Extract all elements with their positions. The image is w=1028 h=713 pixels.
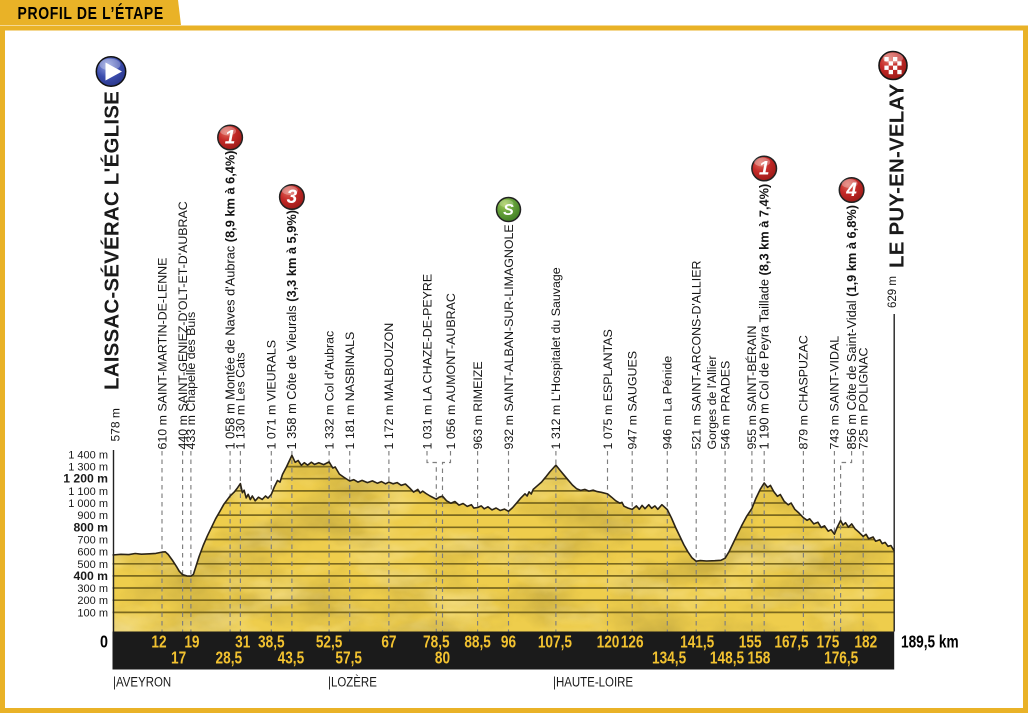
svg-text:440 m SAINT-GENIEZ-D'OLT-ET-D': 440 m SAINT-GENIEZ-D'OLT-ET-D'AUBRAC [176,201,190,449]
svg-text:126: 126 [621,633,644,652]
svg-text:141,5: 141,5 [680,633,714,652]
svg-text:546 m PRADES: 546 m PRADES [718,361,732,450]
svg-text:500 m: 500 m [77,559,108,571]
svg-text:LAISSAC-SÉVÉRAC L'ÉGLISE: LAISSAC-SÉVÉRAC L'ÉGLISE [101,91,124,390]
svg-text:1 400 m: 1 400 m [68,449,108,461]
svg-text:1 190 m Col de Peyra Taillade: 1 190 m Col de Peyra Taillade (8,3 km à … [757,184,772,450]
svg-text:175: 175 [817,633,840,652]
svg-text:189,5 km: 189,5 km [901,633,959,652]
svg-text:300 m: 300 m [77,583,108,595]
svg-text:955 m SAINT-BÉRAIN: 955 m SAINT-BÉRAIN [744,326,759,450]
svg-text:1 358 m Côte de Vieurals (3,3: 1 358 m Côte de Vieurals (3,3 km à 5,9%) [284,210,299,450]
svg-text:1: 1 [225,128,236,149]
svg-text:521 m SAINT-ARCONS-D'ALLIER: 521 m SAINT-ARCONS-D'ALLIER [690,260,704,449]
svg-text:1 312 m L'Hospitalet du Sauvag: 1 312 m L'Hospitalet du Sauvage [549,267,563,449]
svg-text:1 071 m VIEURALS: 1 071 m VIEURALS [265,340,279,450]
svg-text:1 130 m Les Cats: 1 130 m Les Cats [234,352,248,449]
svg-text:1 100 m: 1 100 m [68,486,108,498]
svg-text:155: 155 [739,633,762,652]
svg-text:31: 31 [235,633,250,652]
svg-text:610 m SAINT-MARTIN-DE-LENNE: 610 m SAINT-MARTIN-DE-LENNE [155,258,169,450]
svg-text:1 056 m AUMONT-AUBRAC: 1 056 m AUMONT-AUBRAC [444,293,458,449]
svg-text:200 m: 200 m [77,595,108,607]
svg-text:S: S [503,202,514,219]
svg-text:17: 17 [171,649,186,668]
svg-text:LE PUY-EN-VELAY: LE PUY-EN-VELAY [886,83,909,268]
svg-text:|LOZÈRE: |LOZÈRE [328,674,377,690]
svg-text:1 332 m Col d'Aubrac: 1 332 m Col d'Aubrac [322,331,336,450]
svg-text:148,5: 148,5 [710,649,744,668]
svg-text:176,5: 176,5 [824,649,858,668]
svg-text:946 m La Pénide: 946 m La Pénide [661,356,675,450]
svg-text:158: 158 [748,649,771,668]
svg-text:167,5: 167,5 [774,633,808,652]
svg-text:78,5: 78,5 [423,633,450,652]
svg-text:134,5: 134,5 [652,649,686,668]
svg-text:|AVEYRON: |AVEYRON [113,675,171,690]
svg-text:1 172 m MALBOUZON: 1 172 m MALBOUZON [382,323,396,450]
svg-text:3: 3 [287,187,298,208]
svg-text:963 m RIMEIZE: 963 m RIMEIZE [471,361,485,449]
svg-text:743 m SAINT-VIDAL: 743 m SAINT-VIDAL [828,336,842,450]
svg-text:52,5: 52,5 [316,633,343,652]
svg-text:856 m Côte de Saint-Vidal (1,9: 856 m Côte de Saint-Vidal (1,9 km à 6,8%… [844,205,859,449]
svg-text:88,5: 88,5 [464,633,491,652]
svg-text:43,5: 43,5 [278,649,305,668]
svg-text:67: 67 [381,633,396,652]
svg-text:1 031 m LA CHAZE-DE-PEYRE: 1 031 m LA CHAZE-DE-PEYRE [420,274,434,450]
svg-text:879 m CHASPUZAC: 879 m CHASPUZAC [797,335,811,449]
svg-text:900 m: 900 m [77,510,108,522]
svg-text:57,5: 57,5 [335,649,362,668]
svg-text:433 m Chapelle des Buis: 433 m Chapelle des Buis [184,312,198,450]
svg-text:1 300 m: 1 300 m [68,462,108,474]
svg-text:1: 1 [759,159,770,180]
svg-text:96: 96 [501,633,516,652]
svg-text:PROFIL DE L’ÉTAPE: PROFIL DE L’ÉTAPE [18,3,164,24]
svg-text:28,5: 28,5 [216,649,243,668]
svg-text:629 m: 629 m [887,276,899,308]
svg-text:947 m SAUGUES: 947 m SAUGUES [626,351,640,449]
svg-text:1 200 m: 1 200 m [63,472,108,486]
svg-text:182: 182 [854,633,877,652]
svg-text:38,5: 38,5 [258,633,285,652]
svg-text:400 m: 400 m [73,569,108,583]
svg-text:Gorges de l'Allier: Gorges de l'Allier [705,356,719,450]
svg-text:4: 4 [845,180,857,201]
svg-text:725 m POLIGNAC: 725 m POLIGNAC [857,348,871,450]
svg-text:800 m: 800 m [73,520,108,534]
svg-text:1 181 m NASBINALS: 1 181 m NASBINALS [343,332,357,450]
svg-text:120: 120 [597,633,620,652]
svg-text:|HAUTE-LOIRE: |HAUTE-LOIRE [553,675,633,690]
svg-text:19: 19 [184,633,199,652]
svg-text:578 m: 578 m [109,408,123,441]
svg-text:80: 80 [435,649,450,668]
svg-text:0: 0 [100,633,108,652]
svg-text:12: 12 [151,633,166,652]
svg-text:1 058 m Montée de Naves d'Aubr: 1 058 m Montée de Naves d'Aubrac (8,9 km… [222,150,237,449]
svg-text:107,5: 107,5 [538,633,572,652]
svg-text:100 m: 100 m [77,607,108,619]
svg-text:1 075 m ESPLANTAS: 1 075 m ESPLANTAS [601,329,615,449]
svg-text:700 m: 700 m [77,535,108,547]
svg-text:600 m: 600 m [77,547,108,559]
svg-text:932 m SAINT-ALBAN-SUR-LIMAGNOL: 932 m SAINT-ALBAN-SUR-LIMAGNOLE [502,224,516,449]
svg-text:1 000 m: 1 000 m [68,498,108,510]
